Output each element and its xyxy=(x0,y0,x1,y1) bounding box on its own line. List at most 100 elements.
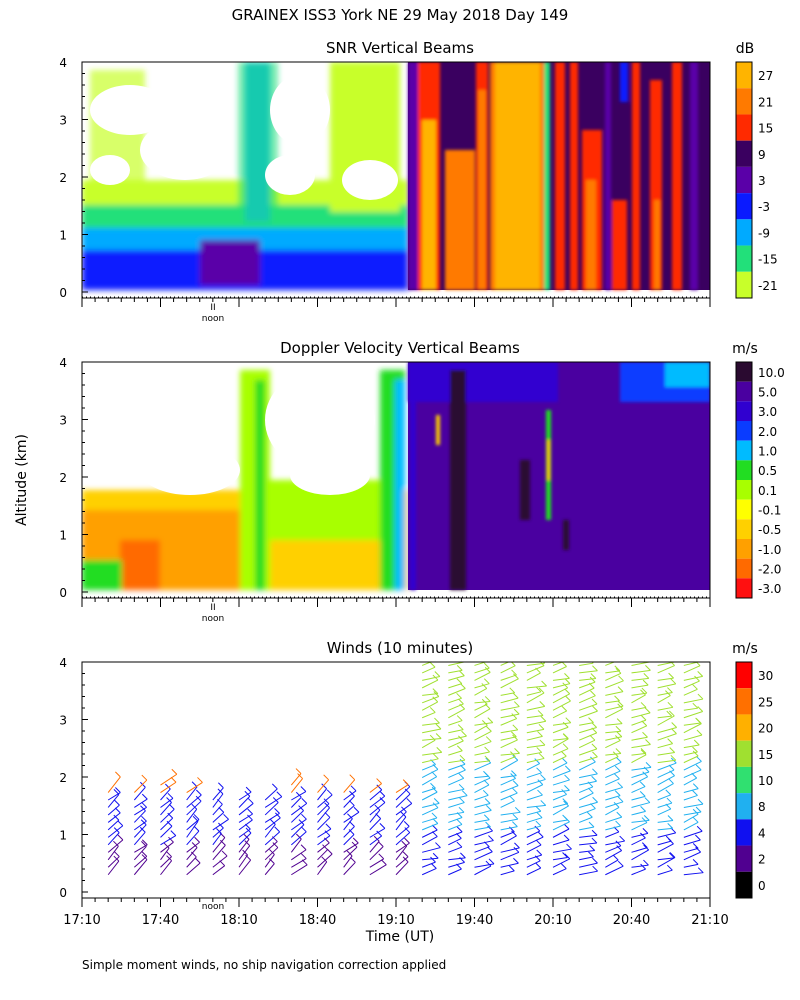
wind-barb-flag xyxy=(275,812,281,819)
wind-barb-flag xyxy=(348,829,355,835)
wind-barb xyxy=(212,837,226,853)
wind-barb-flag xyxy=(114,807,121,814)
colorbar-label: 0.1 xyxy=(758,484,777,498)
wind-barb xyxy=(526,860,541,868)
wind-barb-flag xyxy=(218,806,225,813)
wind-barb-flag xyxy=(540,774,546,780)
wind-barb xyxy=(578,816,593,823)
wind-barb xyxy=(186,819,200,831)
y-tick-label: 0 xyxy=(59,586,67,600)
wind-barb xyxy=(369,835,382,846)
wind-barb-flag xyxy=(456,826,463,833)
wind-barb-flag xyxy=(692,808,699,815)
wind-barb xyxy=(657,743,673,749)
wind-barb xyxy=(290,773,302,786)
wind-barb xyxy=(290,796,302,808)
wind-barb-flag xyxy=(564,678,571,685)
wind-barb-flag xyxy=(458,698,464,705)
wind-barb xyxy=(631,662,651,666)
wind-barb-flag xyxy=(615,820,621,827)
wind-barb xyxy=(579,826,595,831)
wind-barb xyxy=(578,808,596,816)
wind-barb-flag xyxy=(402,779,409,786)
wind-barb xyxy=(631,754,647,764)
wind-barb xyxy=(683,723,702,734)
wind-barb xyxy=(657,843,674,853)
wind-barb xyxy=(552,803,568,808)
colorbar-swatch xyxy=(736,271,752,298)
y-tick-label: 4 xyxy=(59,356,67,370)
wind-barb xyxy=(369,802,386,816)
wind-barb xyxy=(291,849,307,861)
colorbar-swatch xyxy=(736,662,752,689)
wind-barb-flag xyxy=(218,822,224,829)
wind-barb-flag xyxy=(617,700,624,707)
colorbar-label: 20 xyxy=(758,722,773,736)
y-tick-label: 4 xyxy=(59,56,67,70)
x-axis-label: Time (UT) xyxy=(365,929,434,945)
wind-barb xyxy=(552,693,570,704)
wind-barb xyxy=(683,680,700,689)
wind-barb-flag xyxy=(488,858,495,865)
wind-barb xyxy=(395,816,407,831)
wind-barb xyxy=(552,793,567,801)
wind-barb xyxy=(448,868,462,876)
doppler-noon-marker: II noon xyxy=(202,603,224,624)
wind-barb xyxy=(500,736,517,741)
wind-barb xyxy=(631,744,651,749)
wind-barb-flag xyxy=(193,825,200,832)
wind-barb xyxy=(448,703,464,711)
wind-barb xyxy=(500,756,516,764)
wind-barb xyxy=(395,845,408,861)
wind-barb xyxy=(421,836,438,846)
wind-barb-flag xyxy=(512,813,519,820)
wind-barb xyxy=(238,813,253,823)
wind-barb-flag xyxy=(592,705,598,712)
wind-barb xyxy=(422,676,440,681)
wind-barb xyxy=(526,728,545,734)
wind-barb xyxy=(238,828,251,838)
wind-barb-flag xyxy=(247,814,253,821)
wind-barb xyxy=(683,734,703,741)
wind-barb xyxy=(186,808,198,823)
wind-barb xyxy=(657,692,673,696)
wind-barb xyxy=(474,662,488,666)
wind-barb xyxy=(317,842,330,853)
wind-barb-flag xyxy=(639,781,646,787)
colorbar-label: 30 xyxy=(758,669,773,683)
wind-barb xyxy=(474,751,490,756)
wind-barb xyxy=(526,836,544,846)
wind-barb-flag xyxy=(667,822,674,829)
wind-barb xyxy=(369,789,383,801)
wind-barb-flag xyxy=(644,707,651,714)
winds-y-axis: 0 1 2 3 4 xyxy=(59,656,88,900)
wind-barb-flag xyxy=(323,774,330,781)
wind-barb xyxy=(552,819,568,823)
wind-barb-flag xyxy=(194,857,201,864)
colorbar-label: 0 xyxy=(758,879,766,893)
wind-barb xyxy=(657,715,672,719)
wind-barb xyxy=(474,671,491,681)
wind-barb xyxy=(395,856,409,868)
wind-barb xyxy=(579,856,594,861)
wind-barb-flag xyxy=(514,748,520,754)
wind-barb xyxy=(474,846,490,853)
wind-barb xyxy=(160,817,174,831)
wind-barb xyxy=(448,857,466,861)
wind-barb xyxy=(605,723,623,726)
wind-barb-flag xyxy=(435,733,442,739)
wind-barb-flag xyxy=(141,793,148,800)
wind-barb xyxy=(212,844,226,861)
wind-barb xyxy=(683,794,698,801)
wind-barb xyxy=(107,856,120,868)
wind-barb xyxy=(578,732,597,741)
wind-barb-flag xyxy=(380,859,387,866)
wind-barb-flag xyxy=(617,860,624,867)
wind-barb xyxy=(526,692,545,704)
colorbar-swatch xyxy=(736,88,752,115)
wind-barb-flag xyxy=(642,771,649,778)
wind-barb-flag xyxy=(535,839,542,846)
wind-barb-flag xyxy=(141,839,148,846)
wind-barb xyxy=(448,669,463,674)
wind-barb-flag xyxy=(376,778,382,784)
